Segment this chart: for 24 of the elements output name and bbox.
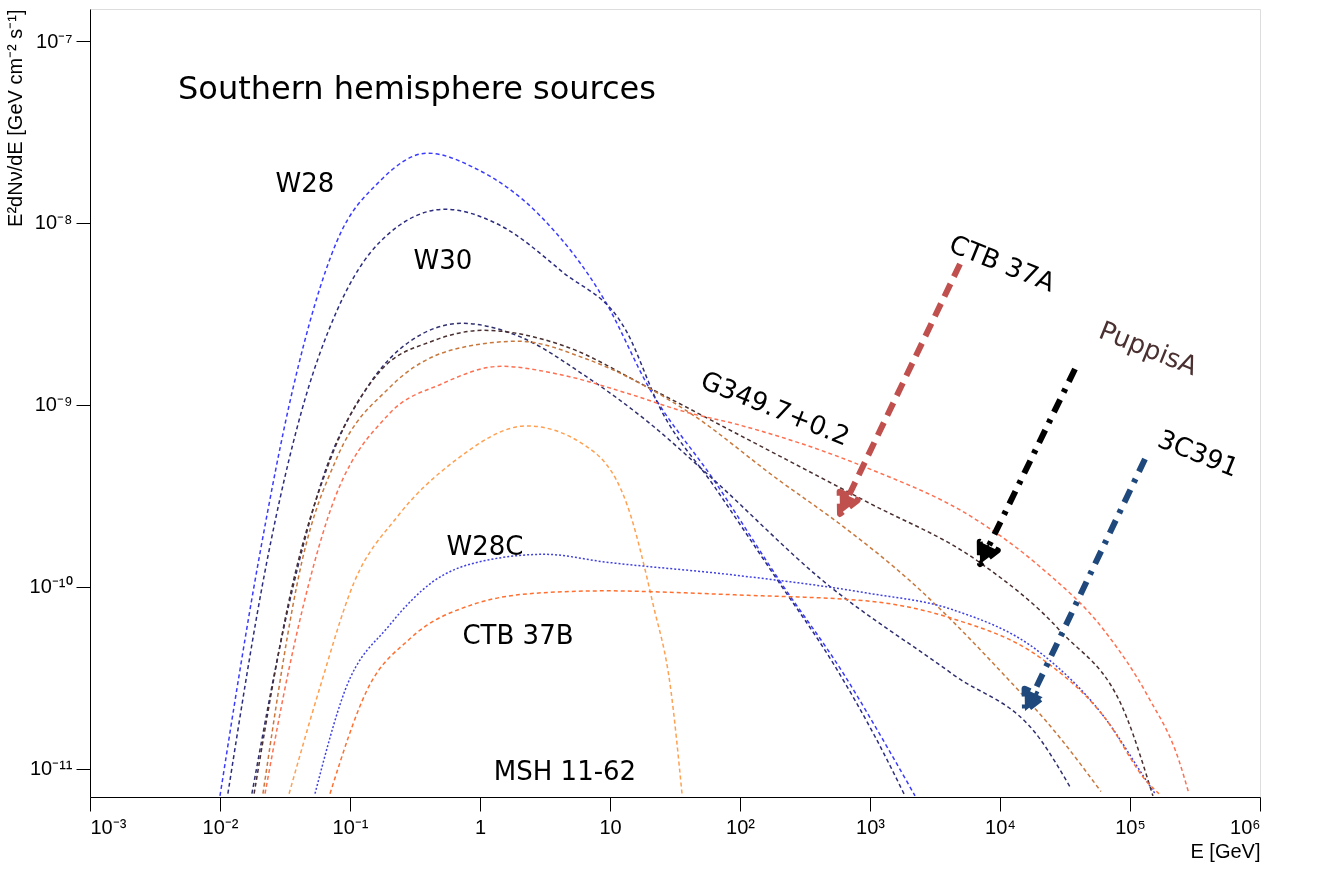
y-tick-label: 10⁻⁷: [36, 29, 73, 52]
y-tick-label: 10⁻¹⁰: [29, 575, 73, 598]
text: CTB 37A: [945, 228, 1060, 298]
y-tick-label: 10⁻¹¹: [29, 757, 73, 780]
series-label: MSH 11-62: [493, 756, 637, 786]
y-tick-label: 10⁻⁸: [34, 211, 73, 234]
y-axis-title: E²dNν/dE [GeV cm⁻² s⁻¹]: [3, 9, 26, 227]
x-tick-label: 1: [474, 815, 487, 838]
x-tick-label: 10⁴: [985, 815, 1016, 838]
x-tick-label: 10²: [726, 815, 756, 838]
x-tick-label: 10⁶: [1230, 815, 1261, 838]
x-tick-label: 10: [599, 815, 622, 838]
x-tick-label: 10⁻¹: [332, 815, 369, 838]
x-tick-label: 10³: [856, 815, 886, 838]
x-axis-title: E [GeV]: [1190, 839, 1261, 862]
x-tick-label: 10⁻²: [202, 815, 239, 838]
x-tick-label: 10⁵: [1115, 815, 1146, 838]
x-tick-label: 10⁻³: [90, 815, 127, 838]
series-label: CTB 37B: [462, 620, 574, 650]
text: Southern hemisphere sources: [178, 69, 656, 107]
y-tick-label: 10⁻⁹: [34, 393, 73, 416]
series-label: W30: [413, 245, 473, 275]
series-label: W28C: [446, 531, 524, 561]
series-label: W28: [275, 168, 335, 198]
